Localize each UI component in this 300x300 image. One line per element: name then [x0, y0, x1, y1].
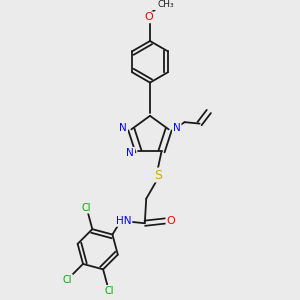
Text: O: O — [167, 216, 175, 226]
Text: N: N — [127, 148, 134, 158]
Text: HN: HN — [116, 216, 131, 226]
Text: Cl: Cl — [62, 275, 72, 285]
Text: CH₃: CH₃ — [158, 0, 174, 9]
Text: N: N — [119, 123, 127, 133]
Text: S: S — [154, 169, 162, 182]
Text: N: N — [173, 123, 181, 133]
Text: Cl: Cl — [104, 286, 114, 296]
Text: O: O — [144, 12, 153, 22]
Text: Cl: Cl — [82, 203, 91, 213]
